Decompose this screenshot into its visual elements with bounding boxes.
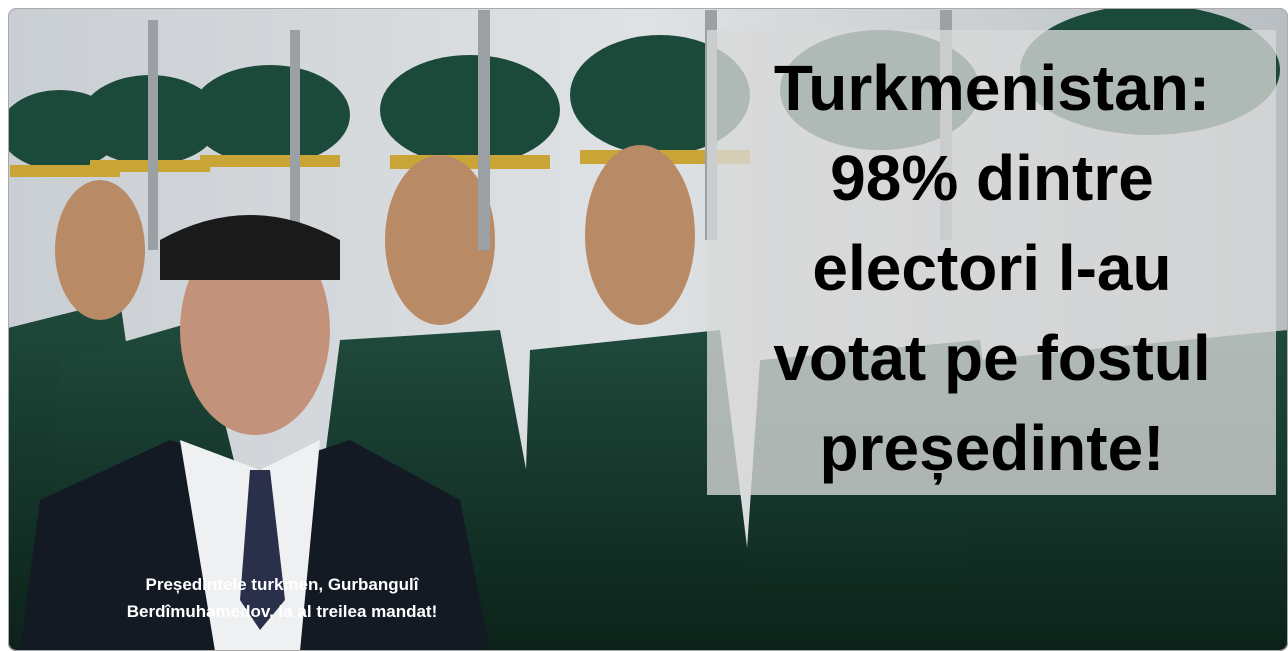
caption: Președintele turkmen, Gurbangulî Berdîmu…	[127, 575, 438, 621]
headline-line: președinte!	[820, 412, 1165, 485]
headline-line: electori l-au	[812, 232, 1171, 304]
headline-line: Turkmenistan:	[774, 52, 1210, 124]
caption-line: Berdîmuhamedov, la al treilea mandat!	[127, 602, 438, 621]
headline-box	[707, 30, 1276, 495]
headline-line: votat pe fostul	[773, 322, 1210, 394]
headline: Turkmenistan: 98% dintre electori l-au v…	[773, 52, 1210, 485]
headline-line: 98% dintre	[830, 142, 1154, 214]
caption-line: Președintele turkmen, Gurbangulî	[145, 575, 419, 594]
